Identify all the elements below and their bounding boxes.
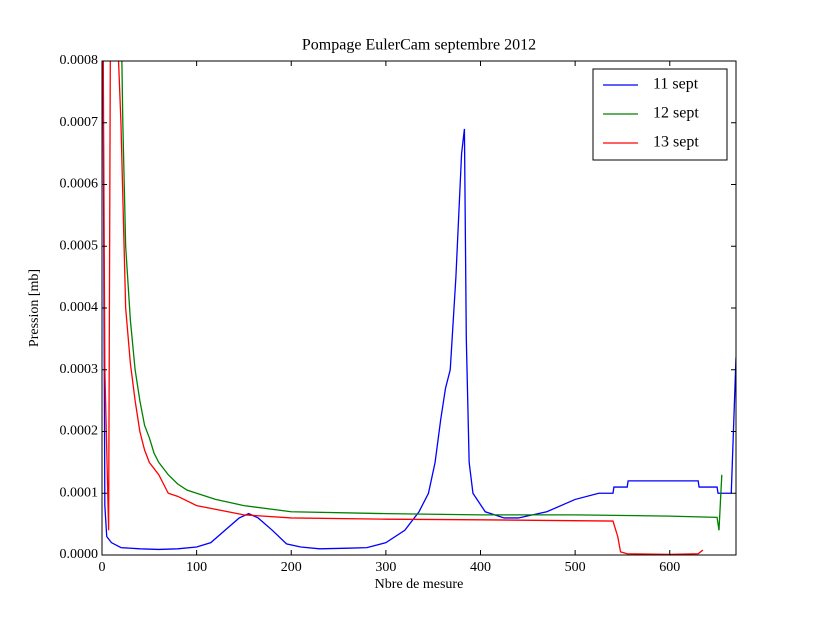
x-tick-label: 400 xyxy=(470,560,491,575)
y-tick-label: 0.0008 xyxy=(60,53,99,68)
x-tick-label: 100 xyxy=(186,560,207,575)
y-tick-label: 0.0000 xyxy=(60,547,99,562)
y-tick-label: 0.0002 xyxy=(60,424,99,439)
x-tick-label: 600 xyxy=(659,560,680,575)
y-tick-label: 0.0003 xyxy=(60,362,99,377)
plot-lines xyxy=(102,61,736,555)
x-tick-label: 500 xyxy=(565,560,586,575)
y-tick-label: 0.0005 xyxy=(60,238,99,253)
x-tick-label: 300 xyxy=(375,560,396,575)
legend-label: 13 sept xyxy=(653,134,699,151)
x-axis-label: Nbre de mesure xyxy=(375,577,464,592)
series-line xyxy=(102,61,736,551)
x-tick-label: 0 xyxy=(99,560,106,575)
y-tick-label: 0.0007 xyxy=(60,115,99,130)
series-line xyxy=(121,61,723,531)
chart-title: Pompage EulerCam septembre 2012 xyxy=(302,37,536,54)
legend-label: 12 sept xyxy=(653,105,699,122)
y-tick-label: 0.0004 xyxy=(60,300,99,315)
y-tick-label: 0.0001 xyxy=(60,485,99,500)
y-axis-label: Pression [mb] xyxy=(27,269,42,347)
legend-label: 11 sept xyxy=(653,76,699,93)
y-tick-label: 0.0006 xyxy=(60,177,99,192)
series-line xyxy=(102,61,704,555)
x-tick-label: 200 xyxy=(281,560,302,575)
